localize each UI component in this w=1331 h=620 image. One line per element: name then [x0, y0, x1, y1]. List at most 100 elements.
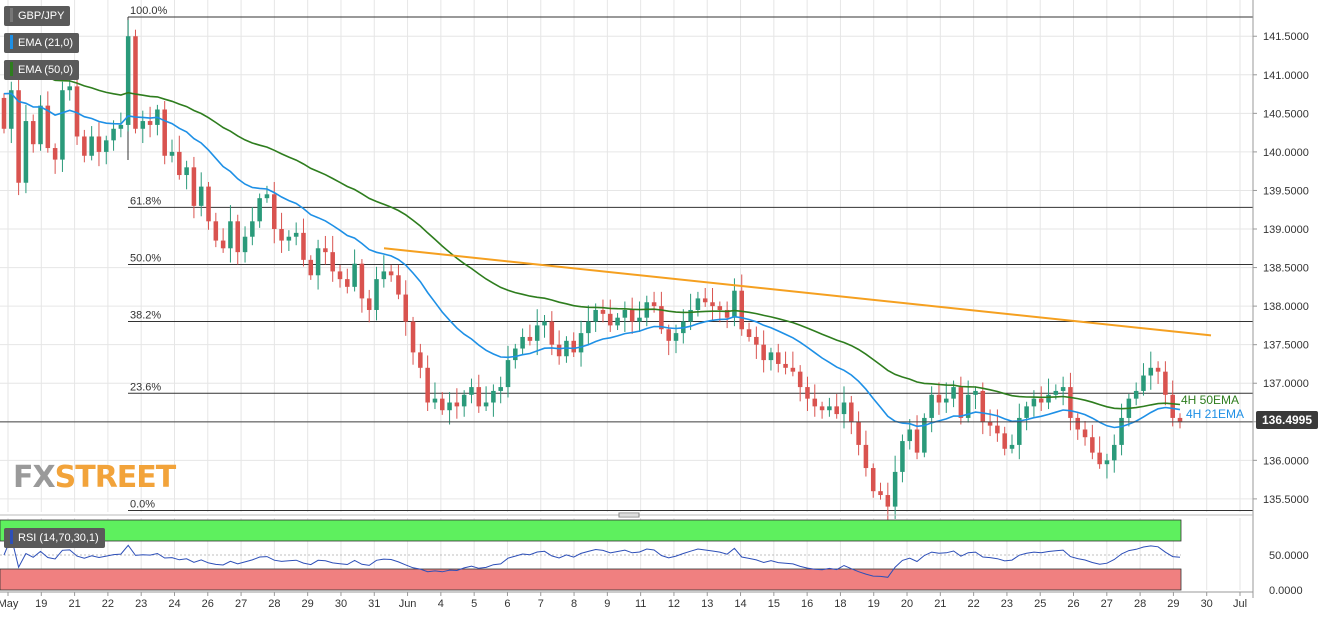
rsi-panel[interactable]: 50.0000 0.0000: [0, 512, 1309, 597]
candle-body: [659, 306, 664, 330]
candle-body: [366, 298, 372, 310]
fib-label: 50.0%: [130, 252, 161, 264]
date-label: 14: [734, 598, 746, 610]
candle-body: [103, 140, 109, 152]
candle-body: [74, 86, 80, 137]
candle-body: [140, 121, 146, 129]
date-label: 4: [438, 598, 444, 610]
candle-body: [571, 340, 577, 353]
candle-body: [476, 387, 482, 407]
candle-body: [418, 352, 423, 368]
candle-body: [1009, 444, 1015, 449]
candle-body: [900, 441, 905, 472]
candle-body: [856, 421, 861, 445]
candle-body: [308, 259, 314, 276]
candle-body: [447, 402, 452, 411]
candle-body: [549, 321, 555, 345]
grid: [0, 0, 1253, 590]
ema21-line: [3, 92, 1181, 429]
candle-body: [118, 124, 124, 129]
legend-ema50-label: EMA (50,0): [18, 64, 74, 76]
resistance-trendline: [383, 247, 1212, 337]
candle-body: [732, 290, 737, 318]
date-label: 24: [168, 598, 180, 610]
candle-body: [768, 352, 774, 361]
candle-body: [162, 109, 167, 156]
candle-body: [1046, 394, 1051, 403]
fib-label: 100.0%: [130, 5, 168, 17]
y-tick-label: 139.0000: [1263, 224, 1309, 236]
price-axis: 141.5000 141.0000 140.5000 140.0000 139.5000…: [1252, 0, 1309, 598]
candle-body: [330, 252, 335, 272]
candle-body: [1082, 429, 1088, 438]
date-label: 21: [68, 598, 80, 610]
date-label: 31: [368, 598, 380, 610]
trendline-layer: [383, 247, 1212, 337]
candle-body: [30, 121, 36, 145]
date-label: 22: [102, 598, 114, 610]
candle-body: [534, 325, 540, 341]
date-label: 29: [1167, 598, 1179, 610]
date-label: 19: [35, 598, 47, 610]
candle-body: [461, 394, 467, 407]
candle-body: [1104, 460, 1110, 465]
candle-body: [228, 221, 233, 249]
date-label: 27: [1101, 598, 1113, 610]
date-axis: May 19 21 22 23 24 26 27 28 29 30 31 Jun 4 5 6 7 8 9 11 12 13…: [0, 591, 1253, 610]
legend-ema21[interactable]: EMA (21,0): [4, 33, 80, 53]
panel-resize-handle: [618, 512, 640, 518]
candle-body: [980, 390, 986, 422]
candle-body: [754, 336, 759, 345]
candle-body: [746, 329, 752, 337]
legend-symbol[interactable]: GBP/JPY: [4, 6, 71, 26]
candle-body: [286, 236, 292, 241]
candle-body: [622, 309, 628, 318]
candle-body: [1024, 406, 1029, 418]
date-label: 29: [302, 598, 314, 610]
logo-fx: FX: [13, 460, 56, 495]
candle-body: [315, 248, 321, 276]
candle-body: [1090, 437, 1095, 453]
y-tick-label: 141.0000: [1263, 70, 1309, 82]
y-tick-label: 137.5000: [1263, 340, 1309, 352]
candle-body: [834, 406, 839, 415]
date-label: 20: [901, 598, 913, 610]
candle-body: [301, 232, 306, 260]
candle-body: [666, 329, 671, 341]
candle-body: [184, 167, 189, 176]
candle-body: [147, 121, 153, 125]
candle-body: [827, 406, 832, 411]
candle-body: [761, 344, 766, 361]
candle-body: [169, 151, 175, 156]
candle-body: [943, 398, 949, 403]
candle-body: [629, 309, 635, 322]
candle-body: [907, 429, 913, 442]
legend-rsi-label: RSI (14,70,30,1): [18, 532, 99, 544]
candle-body: [593, 309, 598, 322]
legend-rsi[interactable]: RSI (14,70,30,1): [4, 528, 105, 548]
candle-body: [542, 321, 547, 326]
candle-body: [483, 402, 489, 407]
candle-body: [819, 406, 825, 411]
candle-body: [206, 186, 211, 222]
ema50-layer: [3, 61, 1181, 410]
candle-body: [936, 394, 942, 403]
candle-body: [958, 387, 964, 418]
date-label: 15: [768, 598, 780, 610]
date-label: 19: [868, 598, 880, 610]
candle-body: [1075, 417, 1081, 430]
candle-body: [1, 97, 7, 129]
candle-body: [520, 336, 525, 349]
y-tick-label: 137.0000: [1263, 378, 1309, 390]
date-label: Jul: [1233, 598, 1247, 610]
candle-body: [607, 313, 613, 326]
candle-body: [951, 387, 956, 399]
date-label: 23: [135, 598, 147, 610]
date-label: 16: [801, 598, 813, 610]
ema50-annotation: 4H 50EMA: [1181, 393, 1239, 407]
date-label: 21: [934, 598, 946, 610]
candle-body: [257, 198, 262, 222]
candle-body: [191, 167, 197, 206]
legend-ema50[interactable]: EMA (50,0): [4, 60, 80, 80]
candle-body: [805, 387, 810, 399]
